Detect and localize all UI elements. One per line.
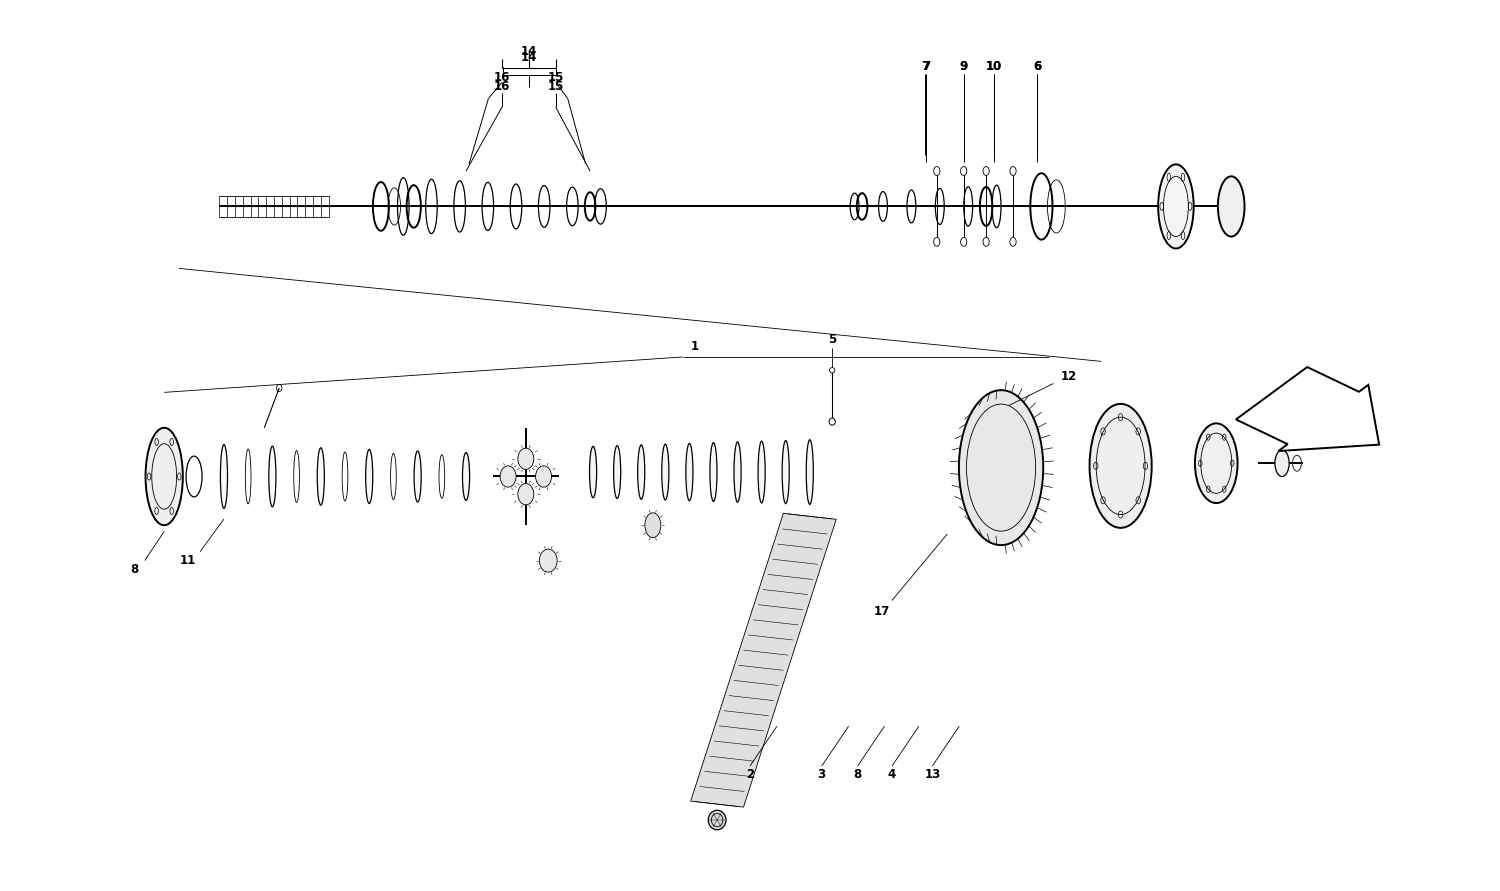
Text: 16: 16: [494, 80, 510, 94]
Ellipse shape: [958, 390, 1042, 545]
Polygon shape: [690, 513, 836, 807]
Ellipse shape: [590, 446, 597, 498]
Text: 17: 17: [873, 605, 889, 617]
Ellipse shape: [220, 445, 228, 509]
Ellipse shape: [1158, 164, 1194, 249]
Ellipse shape: [710, 443, 717, 502]
Text: 9: 9: [960, 60, 968, 73]
Text: 9: 9: [960, 60, 968, 73]
Ellipse shape: [662, 445, 669, 500]
Ellipse shape: [645, 513, 662, 537]
Ellipse shape: [830, 368, 836, 373]
Ellipse shape: [366, 449, 374, 503]
Ellipse shape: [686, 444, 693, 501]
Text: 1: 1: [690, 339, 699, 353]
Ellipse shape: [758, 441, 765, 503]
Text: 7: 7: [921, 60, 928, 73]
Ellipse shape: [806, 440, 813, 504]
Ellipse shape: [614, 446, 621, 498]
Ellipse shape: [316, 448, 324, 505]
Text: 4: 4: [888, 768, 896, 781]
Ellipse shape: [268, 446, 276, 507]
Ellipse shape: [518, 448, 534, 470]
Ellipse shape: [1089, 404, 1152, 527]
Ellipse shape: [462, 453, 470, 501]
Ellipse shape: [960, 167, 968, 176]
Text: 10: 10: [986, 60, 1002, 73]
Text: 3: 3: [818, 768, 827, 781]
Ellipse shape: [708, 810, 726, 830]
Text: 2: 2: [746, 768, 754, 781]
Text: 15: 15: [548, 80, 564, 94]
Ellipse shape: [982, 167, 988, 176]
Ellipse shape: [1275, 450, 1288, 477]
Text: 14: 14: [520, 45, 537, 58]
Ellipse shape: [638, 445, 645, 499]
Ellipse shape: [414, 451, 422, 502]
Text: 13: 13: [924, 768, 940, 781]
Ellipse shape: [782, 440, 789, 503]
Polygon shape: [1236, 367, 1378, 451]
Text: 8: 8: [853, 768, 861, 781]
Ellipse shape: [540, 549, 556, 572]
Text: 12: 12: [1060, 370, 1077, 383]
Ellipse shape: [1010, 237, 1016, 246]
Ellipse shape: [960, 237, 968, 246]
Ellipse shape: [1218, 176, 1245, 236]
Text: 6: 6: [1034, 60, 1041, 73]
Ellipse shape: [500, 466, 516, 487]
Text: 16: 16: [494, 70, 510, 84]
Ellipse shape: [933, 167, 940, 176]
Ellipse shape: [518, 484, 534, 505]
Text: 5: 5: [828, 332, 837, 346]
Text: 15: 15: [548, 70, 564, 84]
Ellipse shape: [734, 442, 741, 503]
Ellipse shape: [933, 237, 940, 246]
Ellipse shape: [1196, 423, 1237, 503]
Text: 11: 11: [180, 554, 196, 567]
Ellipse shape: [146, 428, 183, 525]
Text: 7: 7: [922, 60, 930, 73]
Text: 10: 10: [986, 60, 1002, 73]
Text: 14: 14: [520, 51, 537, 64]
Ellipse shape: [982, 237, 988, 246]
Ellipse shape: [536, 466, 552, 487]
Text: 8: 8: [130, 563, 138, 576]
Text: 6: 6: [1034, 60, 1041, 73]
Ellipse shape: [1010, 167, 1016, 176]
Ellipse shape: [830, 418, 836, 425]
